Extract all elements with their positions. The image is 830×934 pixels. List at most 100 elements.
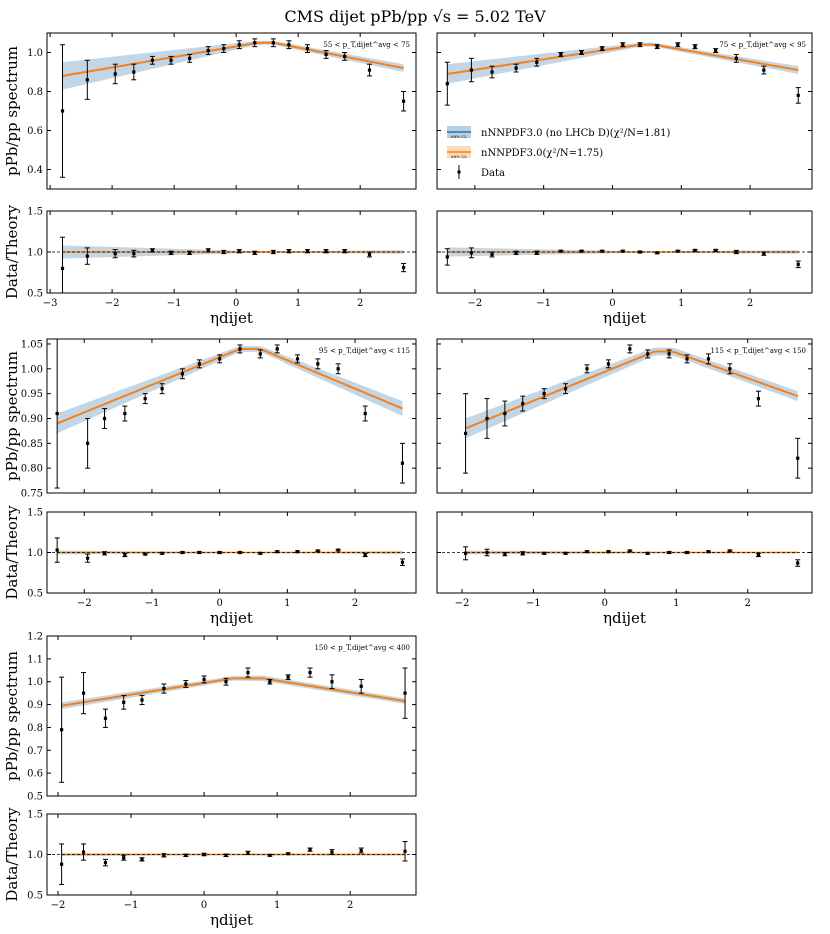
y-tick-label: 0.5	[27, 589, 43, 600]
ratio-point	[795, 260, 801, 269]
data-marker	[621, 43, 625, 47]
data-marker	[403, 691, 407, 695]
ratio-point	[705, 550, 711, 554]
x-tick-label: −1	[526, 598, 541, 609]
data-marker	[150, 58, 155, 62]
data-point	[342, 52, 348, 61]
ratio-point	[179, 550, 185, 555]
ratio-point	[358, 847, 364, 854]
data-point	[139, 694, 145, 706]
data-point	[84, 59, 90, 100]
data-marker	[535, 251, 539, 255]
x-tick-label: 2	[352, 598, 358, 609]
data-marker	[400, 560, 405, 564]
data-marker	[728, 549, 732, 553]
data-marker	[218, 357, 222, 361]
data-marker	[184, 853, 188, 857]
data-marker	[218, 550, 222, 555]
x-axis-label: ηdijet	[603, 309, 646, 327]
data-marker	[685, 357, 689, 361]
data-marker	[401, 265, 406, 270]
ratio-point	[692, 248, 698, 252]
data-marker	[490, 252, 494, 257]
y-tick-label: 0.7	[27, 746, 43, 757]
data-point	[217, 354, 223, 364]
data-marker	[490, 70, 494, 74]
ratio-point	[627, 549, 633, 553]
ratio-point	[102, 551, 108, 556]
y-tick-label: 0.8	[27, 87, 43, 98]
data-point	[85, 417, 91, 469]
data-point	[401, 91, 407, 112]
data-point	[727, 363, 733, 375]
data-point	[692, 44, 698, 50]
ratio-point	[257, 551, 263, 555]
axes-frame	[46, 338, 417, 494]
theory-band	[447, 42, 799, 84]
data-point	[558, 52, 564, 57]
y-tick-label: 1.0	[27, 850, 43, 861]
data-marker	[330, 850, 334, 854]
data-point	[236, 40, 242, 50]
data-point	[295, 354, 301, 364]
data-point	[795, 87, 801, 104]
data-marker	[180, 372, 185, 376]
x-tick-label: 2	[747, 298, 753, 309]
data-marker	[521, 401, 525, 406]
data-marker	[271, 250, 275, 254]
ratio-point	[112, 249, 118, 259]
x-tick-label: 1	[274, 900, 280, 911]
y-tick-label: 1.5	[27, 508, 43, 519]
y-tick-label: 1.0	[27, 677, 43, 688]
data-marker	[734, 56, 738, 60]
x-tick-label: −2	[77, 598, 92, 609]
data-marker	[579, 249, 584, 253]
data-point	[444, 61, 450, 106]
plot-area	[54, 339, 405, 489]
y-tick-label: 0.90	[21, 414, 43, 425]
data-point	[713, 48, 719, 53]
legend-label: nNNPDF3.0(χ²/N=1.75)	[481, 148, 603, 159]
ratio-axes: 0.5 1.0 1.5 −2 −1 0 1 2 ηdijet	[27, 508, 417, 627]
ratio-point	[139, 857, 145, 862]
y-tick-label: 1.0	[27, 248, 43, 259]
data-point	[59, 676, 65, 783]
data-point	[484, 398, 490, 439]
data-marker	[762, 68, 766, 72]
data-marker	[796, 93, 800, 97]
data-point	[196, 359, 202, 369]
data-marker	[796, 456, 800, 460]
data-point	[142, 393, 148, 405]
legend-label: nNNPDF3.0 (no LHCb D)(χ²/N=1.81)	[481, 128, 670, 139]
data-marker	[485, 550, 489, 555]
ratio-point	[541, 551, 547, 555]
ratio-point	[637, 250, 643, 254]
ratio-point	[534, 250, 540, 255]
data-marker	[469, 251, 474, 255]
ratio-point	[713, 248, 719, 252]
data-marker	[600, 249, 604, 253]
x-axis-label: ηdijet	[210, 309, 253, 327]
ratio-point	[315, 549, 321, 553]
ratio-point	[399, 558, 405, 566]
data-marker	[667, 352, 671, 356]
ratio-point	[205, 248, 211, 253]
data-marker	[308, 670, 312, 675]
y-tick-label: 1.00	[21, 364, 43, 375]
data-point	[599, 46, 605, 52]
ratio-point	[122, 552, 128, 558]
data-marker	[330, 680, 334, 684]
data-point	[315, 358, 321, 370]
y-axis-label: pPb/pp spectrum	[3, 46, 21, 176]
data-marker	[667, 550, 671, 555]
x-tick-label: −2	[51, 900, 66, 911]
data-marker	[359, 684, 363, 688]
data-marker	[60, 862, 64, 866]
ratio-axis-label: Data/Theory	[3, 807, 21, 902]
data-marker	[286, 852, 290, 856]
data-marker	[188, 56, 192, 60]
data-point	[402, 667, 408, 719]
ratio-point	[366, 251, 372, 258]
ratio-point	[223, 853, 229, 858]
